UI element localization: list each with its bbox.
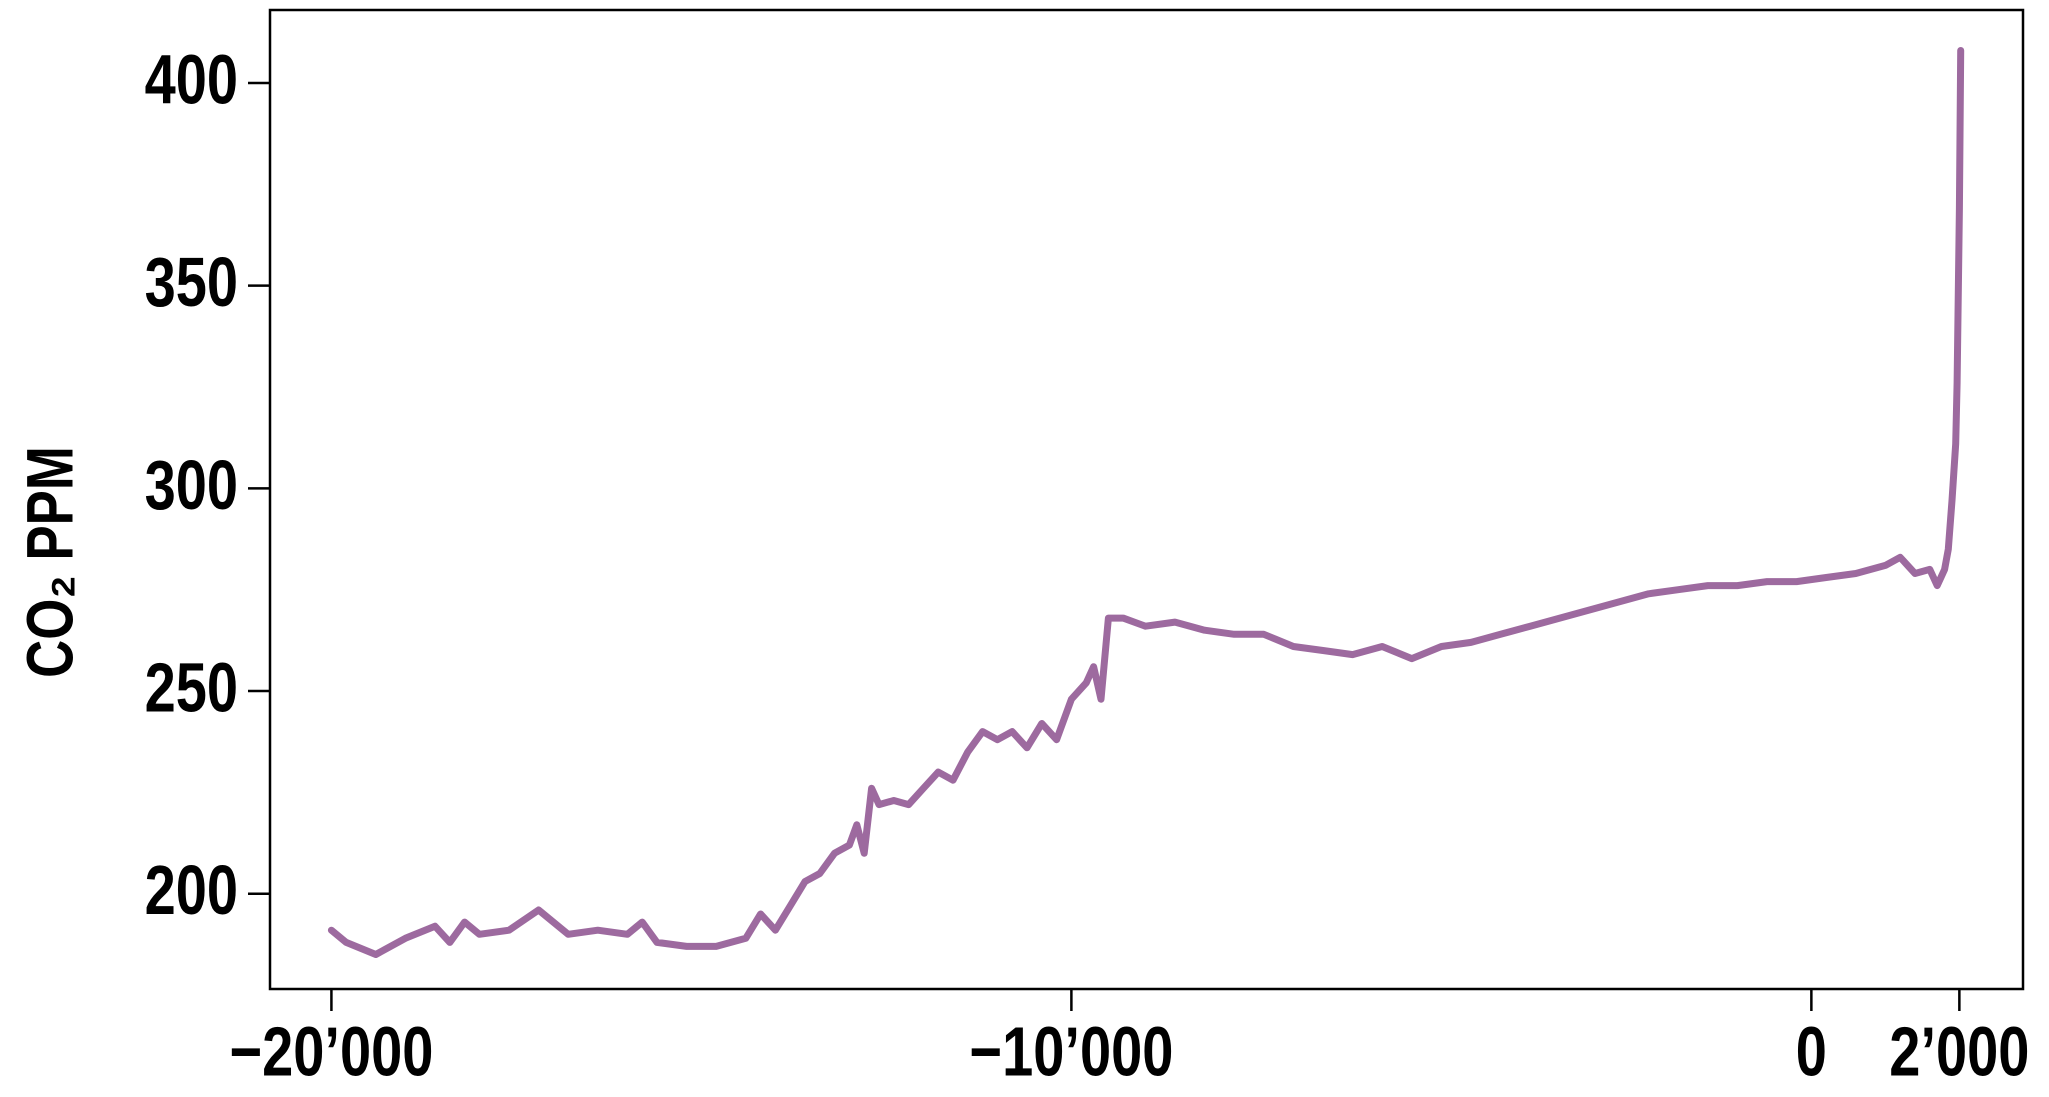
x-tick-label: 0 [1796, 1014, 1827, 1091]
x-tick-label: 2’000 [1889, 1014, 2029, 1091]
y-tick-label: 300 [145, 447, 238, 524]
y-tick-label: 250 [145, 650, 238, 727]
x-tick-label: −10’000 [969, 1014, 1173, 1091]
y-tick-label: 350 [145, 244, 238, 321]
y-tick-label: 200 [145, 852, 238, 929]
x-tick-label: −20’000 [229, 1014, 433, 1091]
y-axis-label: CO₂ PPM [13, 446, 87, 678]
y-tick-label: 400 [145, 42, 238, 119]
data-line [327, 47, 1965, 958]
plot-frame [268, 8, 2025, 991]
